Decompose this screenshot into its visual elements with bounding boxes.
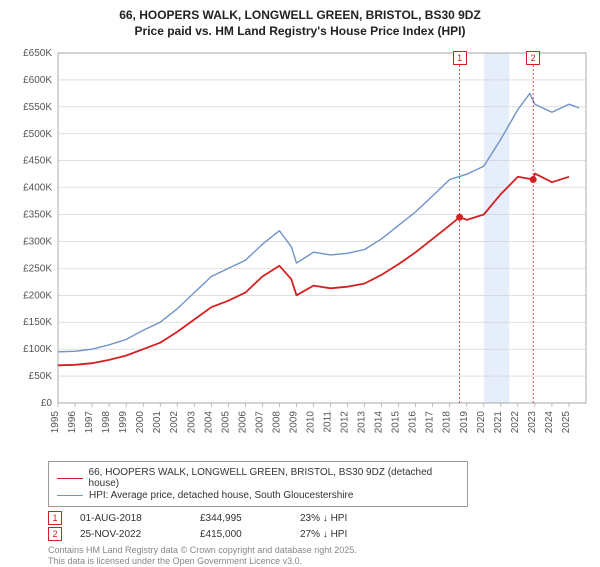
title-line-2: Price paid vs. HM Land Registry's House … xyxy=(8,24,592,40)
svg-text:2013: 2013 xyxy=(357,411,368,434)
svg-text:£600K: £600K xyxy=(23,75,52,86)
svg-text:2014: 2014 xyxy=(374,411,385,434)
svg-text:1997: 1997 xyxy=(84,411,95,434)
callout-label: 1 xyxy=(453,51,467,65)
marker-row: 1 01-AUG-2018£344,99523% ↓ HPI xyxy=(48,511,592,525)
svg-text:£100K: £100K xyxy=(23,344,52,355)
legend-swatch-price-paid xyxy=(57,478,83,479)
svg-text:2006: 2006 xyxy=(237,411,248,434)
svg-text:£650K: £650K xyxy=(23,48,52,59)
svg-text:2000: 2000 xyxy=(135,411,146,434)
svg-text:2020: 2020 xyxy=(476,411,487,434)
svg-text:2010: 2010 xyxy=(305,411,316,434)
svg-text:2019: 2019 xyxy=(459,411,470,434)
svg-text:2009: 2009 xyxy=(288,411,299,434)
svg-text:£500K: £500K xyxy=(23,129,52,140)
title-block: 66, HOOPERS WALK, LONGWELL GREEN, BRISTO… xyxy=(8,8,592,39)
chart-area: £0 £50K £100K £150K £200K £250K £300K £350K £400… xyxy=(8,45,592,455)
svg-text:1998: 1998 xyxy=(101,411,112,434)
svg-text:1996: 1996 xyxy=(67,411,78,434)
svg-text:2022: 2022 xyxy=(510,411,521,434)
svg-text:£300K: £300K xyxy=(23,237,52,248)
svg-text:£250K: £250K xyxy=(23,264,52,275)
svg-text:1995: 1995 xyxy=(50,411,61,434)
svg-text:2023: 2023 xyxy=(527,411,538,434)
marker-badge: 1 xyxy=(48,511,62,525)
chart-container: 66, HOOPERS WALK, LONGWELL GREEN, BRISTO… xyxy=(0,0,600,560)
legend: 66, HOOPERS WALK, LONGWELL GREEN, BRISTO… xyxy=(48,461,468,507)
footer-line-2: This data is licensed under the Open Gov… xyxy=(48,556,592,567)
svg-text:2007: 2007 xyxy=(254,411,265,434)
svg-text:£200K: £200K xyxy=(23,290,52,301)
legend-label-price-paid: 66, HOOPERS WALK, LONGWELL GREEN, BRISTO… xyxy=(89,467,459,489)
marker-date: 01-AUG-2018 xyxy=(80,513,200,524)
svg-text:2017: 2017 xyxy=(425,411,436,434)
marker-table: 1 01-AUG-2018£344,99523% ↓ HPI 2 25-NOV-202… xyxy=(48,511,592,541)
marker-pct: 23% ↓ HPI xyxy=(300,513,400,524)
line-chart: £0 £50K £100K £150K £200K £250K £300K £350K £400… xyxy=(8,45,592,455)
svg-text:2025: 2025 xyxy=(561,411,572,434)
title-line-1: 66, HOOPERS WALK, LONGWELL GREEN, BRISTO… xyxy=(8,8,592,24)
svg-text:2008: 2008 xyxy=(271,411,282,434)
svg-text:1999: 1999 xyxy=(118,411,129,434)
legend-swatch-hpi xyxy=(57,495,83,496)
svg-text:2021: 2021 xyxy=(493,411,504,434)
svg-text:2003: 2003 xyxy=(186,411,197,434)
svg-text:£550K: £550K xyxy=(23,102,52,113)
footer-line-1: Contains HM Land Registry data © Crown c… xyxy=(48,545,592,556)
license-footer: Contains HM Land Registry data © Crown c… xyxy=(48,545,592,567)
svg-text:2016: 2016 xyxy=(408,411,419,434)
svg-text:£0: £0 xyxy=(41,398,53,409)
legend-row-hpi: HPI: Average price, detached house, Sout… xyxy=(57,490,459,501)
svg-text:2012: 2012 xyxy=(340,411,351,434)
svg-text:2005: 2005 xyxy=(220,411,231,434)
svg-text:2002: 2002 xyxy=(169,411,180,434)
svg-text:£150K: £150K xyxy=(23,317,52,328)
marker-price: £415,000 xyxy=(200,529,300,540)
svg-text:2004: 2004 xyxy=(203,411,214,434)
marker-price: £344,995 xyxy=(200,513,300,524)
marker-row: 2 25-NOV-2022£415,00027% ↓ HPI xyxy=(48,527,592,541)
svg-text:£450K: £450K xyxy=(23,156,52,167)
svg-text:2011: 2011 xyxy=(323,411,334,433)
svg-text:£350K: £350K xyxy=(23,210,52,221)
svg-text:£400K: £400K xyxy=(23,183,52,194)
legend-label-hpi: HPI: Average price, detached house, Sout… xyxy=(89,490,353,501)
svg-text:2001: 2001 xyxy=(152,411,163,434)
svg-text:2024: 2024 xyxy=(544,411,555,434)
svg-text:2018: 2018 xyxy=(442,411,453,434)
marker-pct: 27% ↓ HPI xyxy=(300,529,400,540)
marker-badge: 2 xyxy=(48,527,62,541)
legend-row-price-paid: 66, HOOPERS WALK, LONGWELL GREEN, BRISTO… xyxy=(57,467,459,489)
marker-date: 25-NOV-2022 xyxy=(80,529,200,540)
svg-text:£50K: £50K xyxy=(29,371,53,382)
svg-text:2015: 2015 xyxy=(391,411,402,434)
callout-label: 2 xyxy=(526,51,540,65)
